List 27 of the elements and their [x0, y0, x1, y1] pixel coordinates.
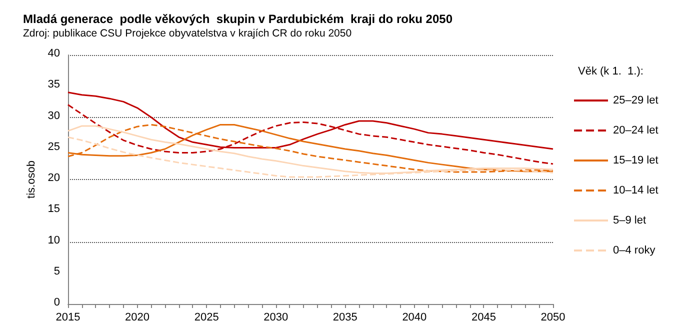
y-tick-label: 20 — [48, 172, 60, 184]
y-tick-label: 10 — [48, 234, 60, 246]
legend-label: 20–24 let — [613, 124, 658, 136]
legend-label: 15–19 let — [613, 154, 658, 166]
chart-subtitle: Zdroj: publikace CSU Projekce obyvatelstva v krajích CR do roku 2050 — [23, 28, 352, 40]
y-tick-label: 30 — [48, 110, 60, 122]
x-tick-label: 2030 — [264, 312, 288, 324]
y-axis-title: tis.osob — [25, 160, 38, 198]
x-tick-label: 2015 — [56, 312, 80, 324]
x-tick-label: 2050 — [540, 312, 566, 324]
y-tick-label: 0 — [54, 296, 60, 308]
legend-title: Věk (k 1. 1.): — [578, 66, 644, 78]
y-tick-label: 15 — [48, 203, 60, 216]
legend-label: 5–9 let — [613, 214, 646, 226]
legend-label: 10–14 let — [613, 184, 658, 196]
y-tick-label: 35 — [48, 78, 60, 91]
chart-title: Mladá generace podle věkových skupin v Pardubickém kraji do roku 2050 — [23, 12, 453, 26]
x-tick-label: 2040 — [402, 312, 427, 324]
y-tick-label: 5 — [54, 265, 60, 278]
x-tick-label: 2020 — [125, 312, 150, 324]
x-tick-label: 2035 — [332, 312, 358, 324]
legend-label: 0–4 roky — [613, 244, 656, 256]
legend-label: 25–29 let — [613, 94, 658, 106]
y-tick-label: 40 — [48, 48, 60, 60]
x-tick-label: 2045 — [471, 312, 496, 324]
x-tick-label: 2025 — [194, 312, 219, 324]
y-tick-label: 25 — [48, 140, 60, 153]
